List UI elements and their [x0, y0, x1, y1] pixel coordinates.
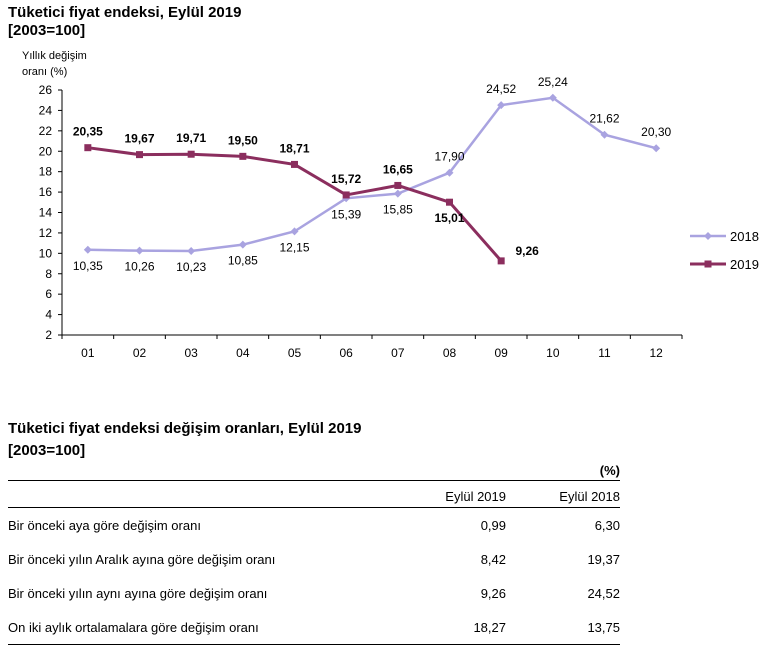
- x-tick-label: 06: [339, 346, 353, 360]
- series-2018-point: [393, 189, 402, 198]
- rates-table: (%) Eylül 2019 Eylül 2018 Bir önceki aya…: [8, 462, 620, 645]
- series-2019-point: [394, 181, 402, 189]
- series-2018-point: [497, 101, 506, 110]
- y-tick-label: 6: [45, 287, 52, 301]
- series-2019-point: [497, 257, 505, 265]
- series-2018-point: [83, 245, 92, 254]
- legend-2018-marker: [704, 232, 712, 240]
- series-2018-point: [238, 240, 247, 249]
- data-label-2018: 15,85: [383, 203, 413, 217]
- data-label-2019: 18,71: [279, 141, 309, 155]
- y-tick-label: 26: [39, 83, 53, 97]
- series-2018-point: [187, 246, 196, 255]
- table-row: Bir önceki aya göre değişim oranı 0,99 6…: [8, 508, 620, 542]
- data-label-2018: 10,23: [176, 260, 206, 274]
- table-row: Bir önceki yılın Aralık ayına göre değiş…: [8, 542, 620, 576]
- data-label-2019: 15,01: [434, 211, 464, 225]
- y-tick-label: 12: [39, 226, 53, 240]
- data-label-2018: 20,30: [641, 125, 671, 139]
- data-label-2018: 10,85: [228, 254, 258, 268]
- y-tick-label: 22: [39, 124, 53, 138]
- data-label-2018: 10,35: [73, 259, 103, 273]
- data-label-2019: 16,65: [383, 162, 413, 176]
- table-unit: (%): [599, 463, 620, 478]
- y-tick-label: 2: [45, 328, 52, 342]
- row-value-2018: 19,37: [587, 551, 620, 567]
- y-tick-label: 20: [39, 144, 53, 158]
- x-tick-label: 07: [391, 346, 405, 360]
- series-2018-point: [445, 168, 454, 177]
- x-tick-label: 01: [81, 346, 95, 360]
- series-2019-point: [291, 160, 298, 168]
- chart-title: Tüketici fiyat endeksi, Eylül 2019: [8, 4, 242, 21]
- row-value-2018: 13,75: [587, 619, 620, 635]
- table-base-year: [2003=100]: [8, 442, 86, 459]
- x-tick-label: 09: [494, 346, 508, 360]
- row-value-2018: 6,30: [594, 517, 620, 533]
- table-row: On iki aylık ortalamalara göre değişim o…: [8, 610, 620, 645]
- y-axis-label-line2: oranı (%): [22, 66, 68, 78]
- data-label-2019: 20,35: [73, 125, 103, 139]
- data-label-2019: 19,67: [124, 132, 154, 146]
- row-value-2019: 9,26: [480, 585, 506, 601]
- y-tick-label: 10: [39, 246, 53, 260]
- data-label-2019: 19,71: [176, 131, 206, 145]
- x-tick-label: 11: [598, 346, 611, 360]
- x-tick-label: 05: [288, 346, 302, 360]
- y-tick-label: 8: [45, 267, 52, 281]
- series-2019-point: [342, 191, 350, 199]
- legend-2019-marker: [704, 260, 712, 268]
- header-col-2019: Eylül 2019: [445, 489, 506, 504]
- data-label-2018: 17,90: [434, 150, 464, 164]
- series-2019-point: [136, 151, 143, 159]
- y-tick-label: 16: [39, 185, 53, 199]
- row-value-2018: 24,52: [587, 585, 620, 601]
- x-tick-label: 12: [649, 346, 663, 360]
- chart-base-year: [2003=100]: [8, 22, 86, 39]
- data-label-2018: 24,52: [486, 82, 516, 96]
- y-tick-label: 18: [39, 165, 53, 179]
- data-label-2018: 12,15: [279, 240, 309, 254]
- series-2019-point: [84, 144, 92, 152]
- series-2019-point: [446, 198, 453, 206]
- table-header: Eylül 2019 Eylül 2018: [8, 480, 620, 508]
- legend-2019-label: 2019: [730, 257, 759, 272]
- row-value-2019: 0,99: [480, 517, 506, 533]
- table-title: Tüketici fiyat endeksi değişim oranları,…: [8, 420, 362, 437]
- data-label-2019: 19,50: [228, 133, 258, 147]
- series-2018-point: [600, 130, 609, 139]
- series-2018-line: [87, 96, 657, 253]
- table-row: Bir önceki yılın aynı ayına göre değişim…: [8, 576, 620, 610]
- series-2018-point: [290, 227, 299, 236]
- row-label: Bir önceki aya göre değişim oranı: [8, 517, 201, 533]
- series-2018-point: [135, 246, 144, 255]
- data-label-2018: 15,39: [331, 207, 361, 221]
- data-label-2018: 25,24: [538, 75, 568, 89]
- data-label-2018: 21,62: [589, 112, 619, 126]
- legend-2018-label: 2018: [730, 229, 759, 244]
- row-value-2019: 8,42: [480, 551, 506, 567]
- row-label: Bir önceki yılın aynı ayına göre değişim…: [8, 585, 268, 601]
- y-axis-label-line1: Yıllık değişim: [22, 50, 87, 62]
- data-label-2019: 9,26: [515, 244, 539, 258]
- row-label: Bir önceki yılın Aralık ayına göre değiş…: [8, 551, 276, 567]
- row-value-2019: 18,27: [473, 619, 506, 635]
- series-2019-point: [187, 150, 195, 158]
- x-tick-label: 04: [236, 346, 250, 360]
- series-2018-point: [652, 144, 661, 153]
- series-2018-point: [548, 93, 557, 102]
- row-label: On iki aylık ortalamalara göre değişim o…: [8, 619, 259, 635]
- y-tick-label: 4: [45, 308, 52, 322]
- series-2019-point: [239, 152, 247, 160]
- data-label-2018: 10,26: [124, 260, 154, 274]
- header-col-2018: Eylül 2018: [559, 489, 620, 504]
- x-tick-label: 10: [546, 346, 560, 360]
- y-tick-label: 14: [39, 206, 53, 220]
- x-tick-label: 03: [184, 346, 198, 360]
- data-label-2019: 15,72: [331, 172, 361, 186]
- x-tick-label: 02: [133, 346, 147, 360]
- y-tick-label: 24: [39, 103, 53, 117]
- x-tick-label: 08: [443, 346, 457, 360]
